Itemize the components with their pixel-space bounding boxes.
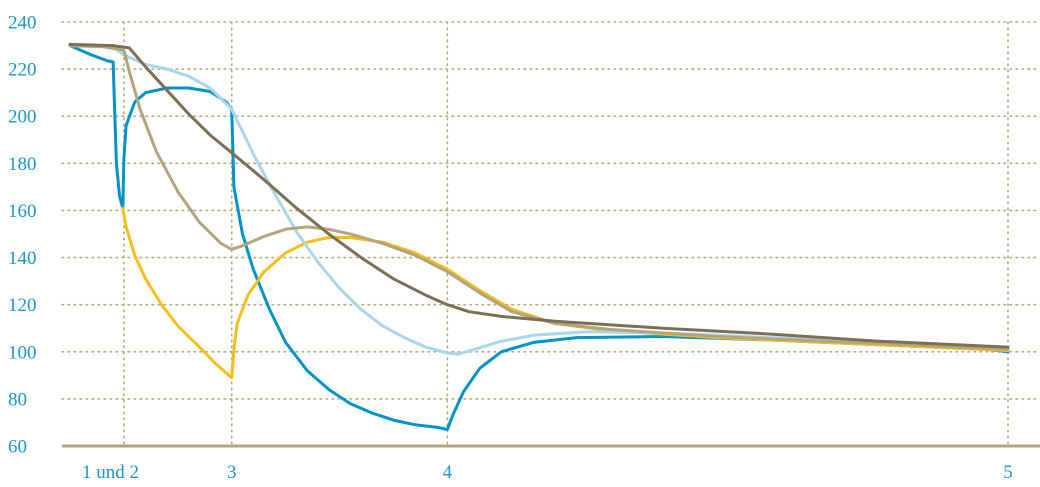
x-tick-label-2: 3 — [227, 462, 237, 483]
y-tick-label-100: 100 — [8, 342, 37, 363]
tick-labels: 60 80 100 120 140 160 180 200 220 240 1 und 2 3 4 5 — [8, 13, 1013, 484]
y-tick-label-140: 140 — [8, 248, 37, 269]
x-tick-label-4: 5 — [1003, 462, 1013, 483]
y-tick-label-80: 80 — [8, 389, 27, 410]
y-tick-label-60: 60 — [8, 437, 27, 458]
y-tick-label-120: 120 — [8, 295, 37, 316]
series-line-4 — [68, 44, 1010, 351]
series-line-1 — [68, 44, 1010, 431]
series-layer — [68, 42, 1010, 431]
y-tick-label-220: 220 — [8, 60, 37, 81]
series-line-5 — [68, 42, 1010, 349]
y-tick-label-160: 160 — [8, 201, 37, 222]
y-tick-label-240: 240 — [8, 13, 37, 34]
y-tick-label-180: 180 — [8, 154, 37, 175]
y-tick-label-200: 200 — [8, 107, 37, 128]
x-tick-label-1: 1 und 2 — [82, 462, 139, 483]
grid-lines — [61, 21, 1040, 447]
x-tick-label-3: 4 — [443, 462, 453, 483]
series-line-3 — [68, 44, 1010, 356]
